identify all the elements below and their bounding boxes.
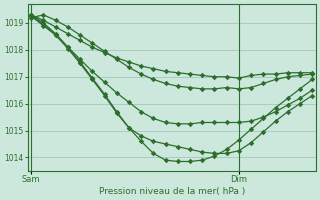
- X-axis label: Pression niveau de la mer( hPa ): Pression niveau de la mer( hPa ): [99, 187, 245, 196]
